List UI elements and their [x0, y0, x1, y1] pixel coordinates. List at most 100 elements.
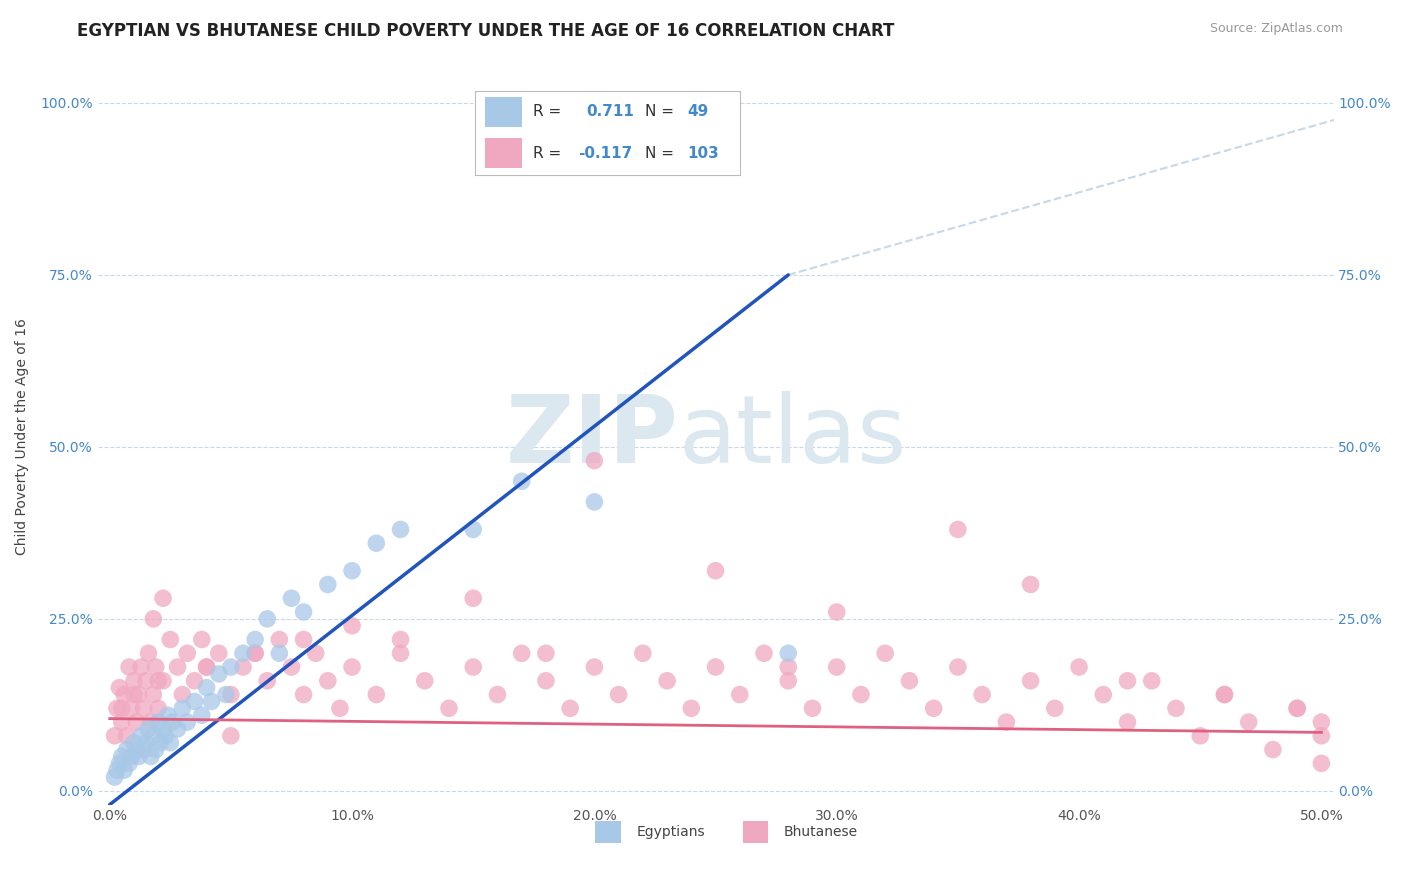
Point [292, 688, 315, 702]
Point [142, 729, 165, 743]
Point [243, 646, 266, 660]
Point [145, 660, 167, 674]
Point [366, 688, 388, 702]
Point [208, 646, 231, 660]
Point [305, 646, 328, 660]
Point [1067, 660, 1090, 674]
Bar [742, 821, 768, 843]
Point [183, 673, 205, 688]
Point [486, 688, 509, 702]
Point [162, 714, 184, 729]
Point [155, 729, 177, 743]
Point [105, 701, 128, 715]
Point [269, 646, 291, 660]
Point [112, 688, 135, 702]
Point [280, 660, 302, 674]
Point [1213, 688, 1236, 702]
Point [215, 688, 238, 702]
Point [125, 714, 148, 729]
Point [111, 701, 134, 715]
Point [1092, 688, 1115, 702]
Point [149, 736, 172, 750]
Point [898, 673, 921, 688]
Point [159, 736, 181, 750]
Point [139, 749, 162, 764]
Point [292, 632, 315, 647]
Point [1310, 756, 1333, 771]
Point [340, 564, 363, 578]
Point [152, 591, 174, 606]
Point [778, 673, 800, 688]
Point [256, 673, 278, 688]
Point [108, 681, 131, 695]
Point [681, 701, 703, 715]
Point [115, 729, 138, 743]
Point [148, 714, 170, 729]
Point [728, 688, 751, 702]
Text: EGYPTIAN VS BHUTANESE CHILD POVERTY UNDER THE AGE OF 16 CORRELATION CHART: EGYPTIAN VS BHUTANESE CHILD POVERTY UNDE… [77, 22, 894, 40]
Point [135, 736, 157, 750]
Point [243, 646, 266, 660]
Point [139, 714, 162, 729]
Point [1116, 714, 1139, 729]
Point [463, 591, 485, 606]
Point [156, 708, 179, 723]
Point [329, 701, 352, 715]
Point [142, 612, 165, 626]
Point [108, 756, 131, 771]
Point [1116, 673, 1139, 688]
Point [111, 749, 134, 764]
Point [129, 660, 152, 674]
Point [112, 763, 135, 777]
Point [232, 646, 254, 660]
Point [340, 660, 363, 674]
Point [510, 475, 533, 489]
Point [191, 632, 214, 647]
Point [583, 453, 606, 467]
Point [946, 523, 969, 537]
Point [111, 714, 134, 729]
Point [1261, 742, 1284, 756]
Text: Source: ZipAtlas.com: Source: ZipAtlas.com [1209, 22, 1343, 36]
Point [166, 660, 188, 674]
Point [922, 701, 945, 715]
Point [1286, 701, 1309, 715]
Point [138, 646, 160, 660]
Point [183, 694, 205, 708]
Point [1164, 701, 1187, 715]
Point [219, 729, 242, 743]
Point [1140, 673, 1163, 688]
Point [232, 660, 254, 674]
Point [148, 701, 170, 715]
Point [118, 756, 141, 771]
Point [138, 722, 160, 736]
Point [631, 646, 654, 660]
Point [1019, 673, 1042, 688]
Y-axis label: Child Poverty Under the Age of 16: Child Poverty Under the Age of 16 [15, 318, 30, 555]
Point [121, 701, 143, 715]
Point [1310, 729, 1333, 743]
Point [849, 688, 872, 702]
Point [752, 646, 775, 660]
Point [778, 660, 800, 674]
Point [122, 736, 145, 750]
Point [1310, 714, 1333, 729]
Point [121, 749, 143, 764]
Point [148, 673, 170, 688]
Point [128, 749, 150, 764]
Point [200, 694, 222, 708]
Point [1189, 729, 1212, 743]
Point [195, 660, 218, 674]
Point [655, 673, 678, 688]
Point [704, 660, 727, 674]
Text: ZIP: ZIP [506, 391, 679, 483]
Point [219, 688, 242, 702]
Point [1019, 577, 1042, 591]
Point [316, 577, 339, 591]
Point [195, 681, 218, 695]
Point [778, 646, 800, 660]
Point [560, 701, 582, 715]
Point [172, 701, 194, 715]
Point [340, 619, 363, 633]
Point [145, 742, 167, 756]
